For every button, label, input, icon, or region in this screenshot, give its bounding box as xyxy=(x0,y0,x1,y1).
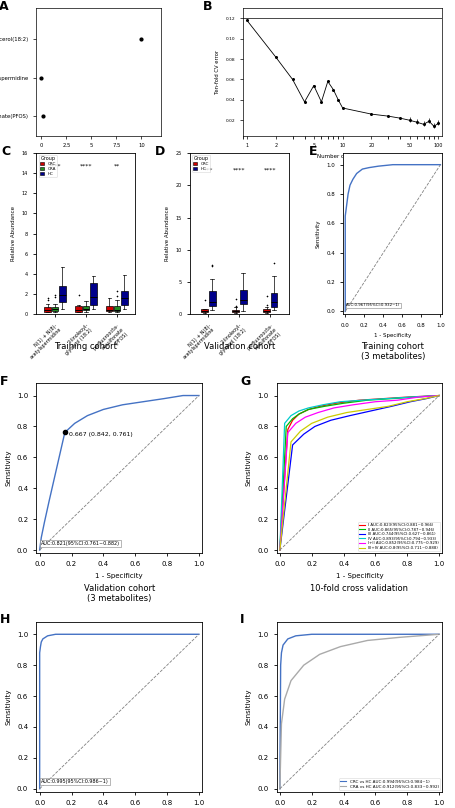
PathPatch shape xyxy=(239,290,246,305)
PathPatch shape xyxy=(208,291,215,306)
PathPatch shape xyxy=(90,283,96,305)
Legend: CRC, CRA, HC: CRC, CRA, HC xyxy=(39,155,57,177)
Text: ****: **** xyxy=(80,163,92,168)
Y-axis label: Sensitivity: Sensitivity xyxy=(5,450,11,486)
PathPatch shape xyxy=(232,309,238,312)
X-axis label: Number of species: Number of species xyxy=(316,154,368,158)
X-axis label: 1 - Specificity: 1 - Specificity xyxy=(95,573,143,579)
Text: Validation cohort: Validation cohort xyxy=(203,342,274,351)
Text: D: D xyxy=(155,145,165,158)
Text: ****: **** xyxy=(263,167,276,172)
Text: ****: **** xyxy=(49,163,61,168)
Text: 10-fold cross validation: 10-fold cross validation xyxy=(310,583,408,593)
PathPatch shape xyxy=(59,286,66,302)
Y-axis label: Sensitivity: Sensitivity xyxy=(315,220,320,248)
Text: ***: *** xyxy=(203,167,212,172)
Text: F: F xyxy=(0,375,9,388)
Y-axis label: Sensitivity: Sensitivity xyxy=(5,688,11,725)
Y-axis label: Sensitivity: Sensitivity xyxy=(245,688,251,725)
Legend: CRC, HC: CRC, HC xyxy=(192,155,210,172)
Text: B: B xyxy=(202,1,212,14)
Text: ****: **** xyxy=(233,167,245,172)
Text: Validation cohort
(3 metabolites): Validation cohort (3 metabolites) xyxy=(84,583,155,603)
Legend: CRC vs HC AUC:0.994(95%CI:0.984~1), CRA vs HC AUC:0.912(95%CI:0.833~0.992): CRC vs HC AUC:0.994(95%CI:0.984~1), CRA … xyxy=(338,778,439,789)
Text: 0.667 (0.842, 0.761): 0.667 (0.842, 0.761) xyxy=(69,431,132,436)
PathPatch shape xyxy=(82,306,89,310)
Y-axis label: Sensitivity: Sensitivity xyxy=(245,450,251,486)
X-axis label: Mean Decrease Accuracy: Mean Decrease Accuracy xyxy=(64,154,133,158)
Text: **: ** xyxy=(114,163,120,168)
Text: AUC:0.967(95%CI:0.932~1): AUC:0.967(95%CI:0.932~1) xyxy=(345,303,400,307)
Text: A: A xyxy=(0,1,9,14)
Text: C: C xyxy=(2,145,11,158)
PathPatch shape xyxy=(121,291,127,305)
Text: I: I xyxy=(240,613,244,626)
Text: AUC:0.995(95%CI:0.986~1): AUC:0.995(95%CI:0.986~1) xyxy=(41,780,109,785)
PathPatch shape xyxy=(75,306,82,312)
Text: Training cohort: Training cohort xyxy=(55,342,117,351)
PathPatch shape xyxy=(106,305,113,311)
PathPatch shape xyxy=(113,306,120,311)
Y-axis label: Relative Abundance: Relative Abundance xyxy=(164,206,169,261)
X-axis label: 1 - Specificity: 1 - Specificity xyxy=(374,333,410,339)
X-axis label: 1 - Specificity: 1 - Specificity xyxy=(335,573,383,579)
Text: G: G xyxy=(240,375,250,388)
Legend: I AUC:0.823(95%CI:0.881~0.966), II AUC:0.865(95%CI:0.787~0.946), III AUC:0.744(9: I AUC:0.823(95%CI:0.881~0.966), II AUC:0… xyxy=(358,522,440,551)
Text: AUC:0.821(95%CI:0.761~0.882): AUC:0.821(95%CI:0.761~0.882) xyxy=(41,541,120,545)
PathPatch shape xyxy=(51,307,58,311)
PathPatch shape xyxy=(201,309,207,312)
Y-axis label: Ten-fold CV error: Ten-fold CV error xyxy=(214,50,219,94)
PathPatch shape xyxy=(44,307,51,312)
PathPatch shape xyxy=(270,292,277,307)
Text: E: E xyxy=(308,145,317,158)
Text: H: H xyxy=(0,613,10,626)
Y-axis label: Relative Abundance: Relative Abundance xyxy=(11,206,16,261)
PathPatch shape xyxy=(263,309,269,312)
Text: Training cohort
(3 metabolites): Training cohort (3 metabolites) xyxy=(360,342,424,361)
